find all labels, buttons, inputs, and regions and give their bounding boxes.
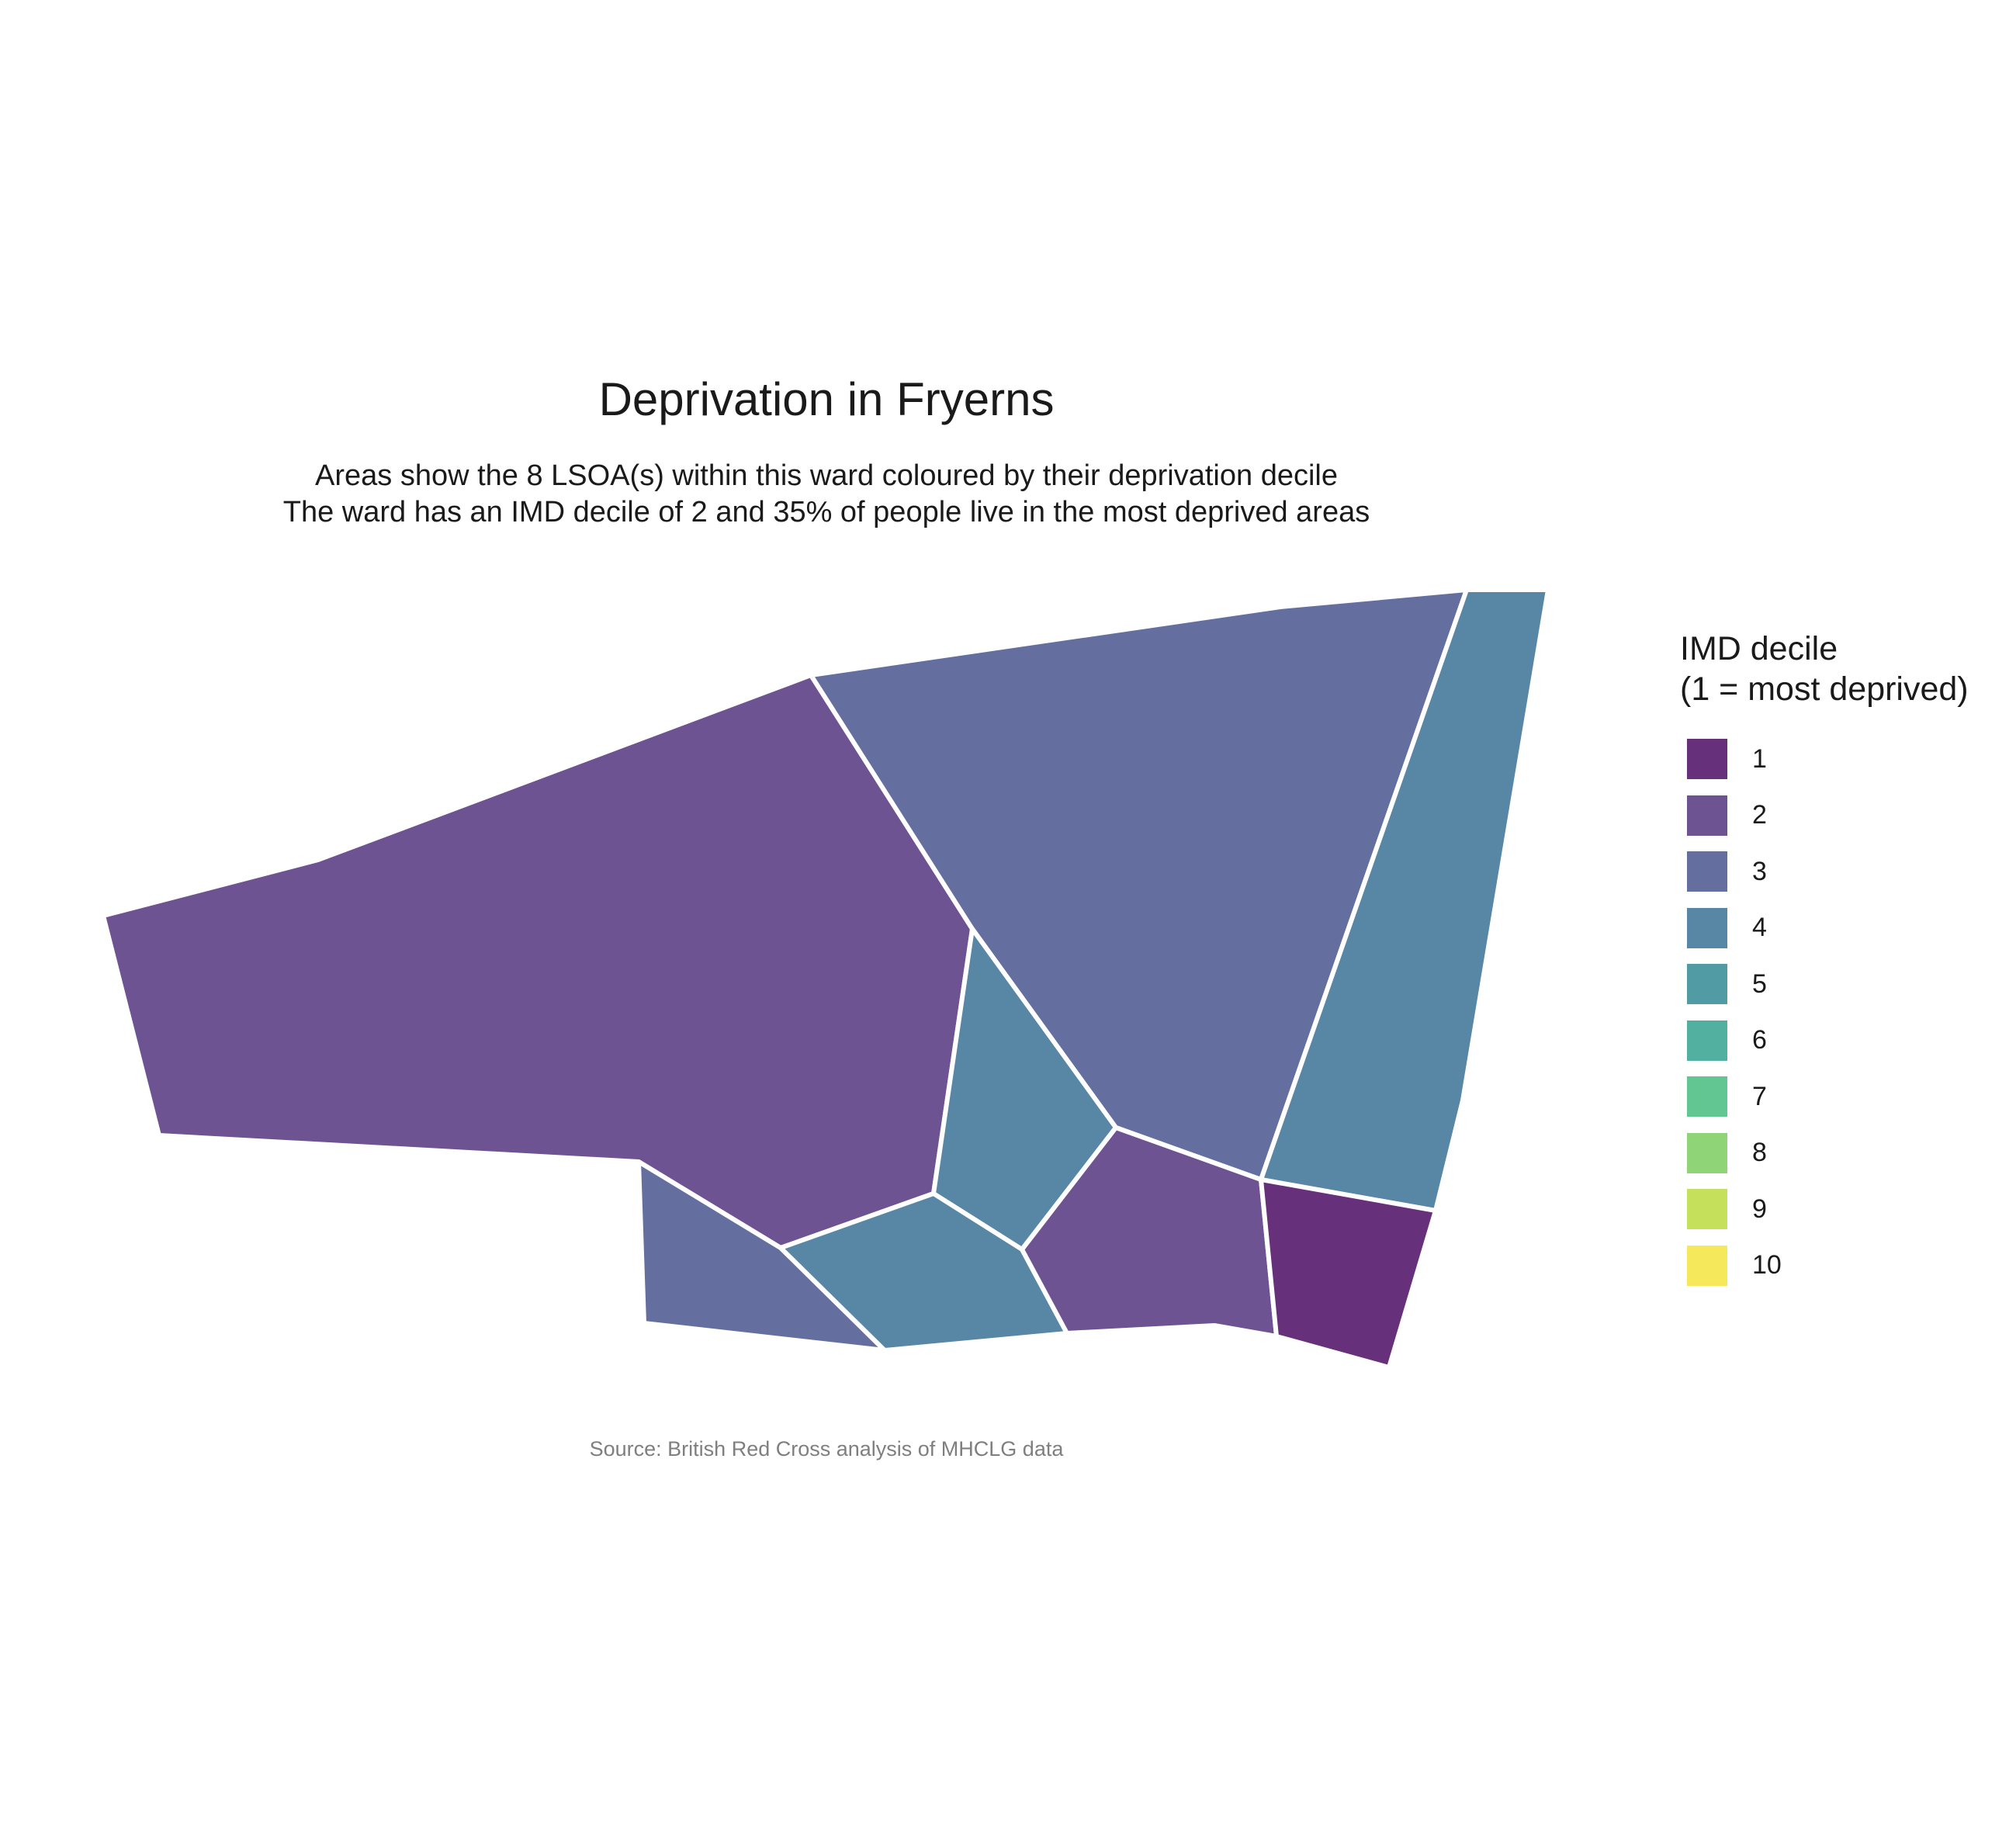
legend-item: 9 (1680, 1181, 1969, 1238)
legend-item: 2 (1680, 788, 1969, 844)
legend-swatch (1687, 1132, 1727, 1173)
legend-swatch (1687, 739, 1727, 780)
map-title: Deprivation in Fryerns (598, 373, 1055, 425)
legend-title-line1: IMD decile (1680, 630, 1838, 667)
legend-label: 1 (1752, 743, 1767, 774)
legend-title: IMD decile (1 = most deprived) (1680, 629, 1969, 709)
legend-item: 1 (1680, 731, 1969, 788)
legend-label: 10 (1752, 1250, 1782, 1280)
legend-swatch (1687, 1189, 1727, 1230)
legend-swatch (1687, 1020, 1727, 1061)
legend-item: 10 (1680, 1238, 1969, 1294)
legend-label: 6 (1752, 1025, 1767, 1055)
map-subtitle-line2: The ward has an IMD decile of 2 and 35% … (282, 496, 1370, 528)
lsoa-area-east (1259, 587, 1550, 1213)
legend-item: 6 (1680, 1013, 1969, 1069)
legend-label: 9 (1752, 1194, 1767, 1224)
legend-swatch (1687, 795, 1727, 836)
source-caption: Source: British Red Cross analysis of MH… (589, 1437, 1064, 1461)
legend-label: 2 (1752, 800, 1767, 830)
legend-item: 8 (1680, 1125, 1969, 1182)
legend-swatch (1687, 1245, 1727, 1286)
lsoa-area-west (101, 673, 975, 1250)
legend-item: 4 (1680, 900, 1969, 957)
legend-items: 1 2 3 4 5 6 7 8 (1680, 731, 1969, 1294)
legend-label: 5 (1752, 968, 1767, 999)
legend-item: 3 (1680, 844, 1969, 900)
legend-label: 3 (1752, 856, 1767, 886)
legend-swatch (1687, 907, 1727, 948)
legend-label: 4 (1752, 913, 1767, 943)
legend-item: 5 (1680, 956, 1969, 1013)
legend-label: 7 (1752, 1081, 1767, 1111)
legend-swatch (1687, 1076, 1727, 1117)
legend-title-line2: (1 = most deprived) (1680, 670, 1969, 708)
legend: IMD decile (1 = most deprived) 1 2 3 4 5… (1680, 629, 1969, 1294)
lsoa-areas (101, 587, 1550, 1370)
legend-swatch (1687, 851, 1727, 892)
map-subtitle-line1: Areas show the 8 LSOA(s) within this war… (315, 459, 1338, 492)
lsoa-area-far-south-east (1259, 1177, 1438, 1370)
legend-label: 8 (1752, 1138, 1767, 1168)
legend-item: 7 (1680, 1069, 1969, 1125)
legend-swatch (1687, 964, 1727, 1005)
